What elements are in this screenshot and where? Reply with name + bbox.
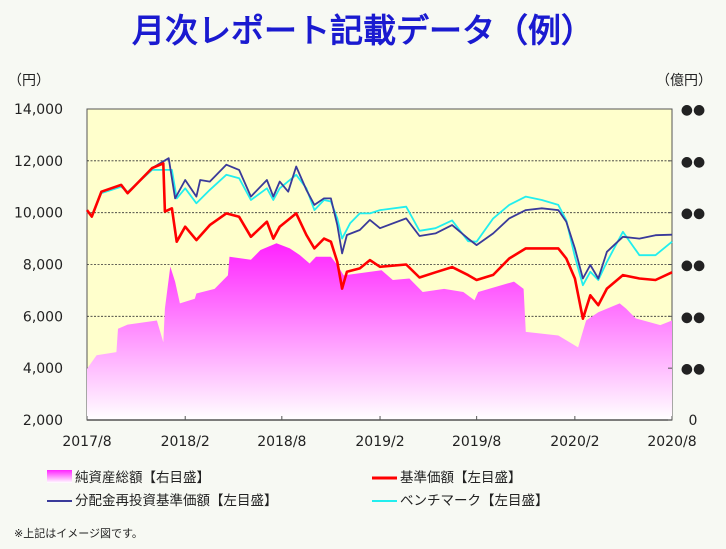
x-tick-label: 2019/2	[355, 434, 404, 450]
legend-label-benchmark: ベンチマーク【左目盛】	[400, 493, 549, 509]
x-tick-label: 2019/8	[452, 434, 501, 450]
x-tick-label: 2018/2	[161, 434, 210, 450]
x-tick-label: 2020/8	[647, 434, 696, 450]
page-title: 月次レポート記載データ（例）	[132, 11, 594, 50]
footnote: ※上記はイメージ図です。	[14, 526, 143, 540]
y-left-tick-label: 8,000	[23, 258, 63, 274]
y-left-tick-label: 14,000	[14, 102, 63, 118]
y-left-tick-label: 4,000	[23, 361, 63, 377]
x-tick-label: 2018/8	[257, 434, 306, 450]
y-right-tick-label: ●●	[681, 154, 705, 170]
x-tick-label: 2017/8	[62, 434, 111, 450]
legend-item-reinvested: 分配金再投資基準価額【左目盛】	[47, 492, 278, 509]
legend-label-reinvested: 分配金再投資基準価額【左目盛】	[75, 492, 278, 509]
y-left-tick-label: 12,000	[14, 154, 63, 170]
y-right-tick-label: ●●	[681, 102, 705, 118]
y-right-tick-label: ●●	[681, 258, 705, 274]
legend-item-benchmark: ベンチマーク【左目盛】	[372, 493, 549, 509]
benchmark-line	[86, 168, 673, 287]
y-left-tick-label: 2,000	[23, 413, 63, 429]
right-axis-unit: （億円）	[656, 73, 712, 89]
legend-item-net-assets: 純資産総額【右目盛】	[47, 470, 210, 486]
y-left-tick-label: 6,000	[23, 309, 63, 325]
left-axis-unit: （円）	[8, 73, 50, 89]
reinvested-nav-line	[86, 157, 673, 280]
legend-item-nav: 基準価額【左目盛】	[372, 469, 522, 486]
y-right-tick-label: 0	[689, 413, 698, 429]
legend-label-nav: 基準価額【左目盛】	[400, 469, 522, 486]
legend-swatch-net-assets	[47, 470, 72, 483]
net-assets-area	[87, 243, 672, 420]
x-tick-label: 2020/2	[550, 434, 599, 450]
y-right-tick-label: ●●	[681, 309, 705, 325]
y-right-tick-label: ●●	[681, 361, 705, 377]
nav-line	[85, 162, 673, 321]
y-left-tick-label: 10,000	[14, 206, 63, 222]
y-right-tick-label: ●●	[681, 206, 705, 222]
legend: 純資産総額【右目盛】 基準価額【左目盛】 分配金再投資基準価額【左目盛】 ベンチ…	[47, 469, 549, 509]
legend-label-net-assets: 純資産総額【右目盛】	[75, 470, 210, 486]
